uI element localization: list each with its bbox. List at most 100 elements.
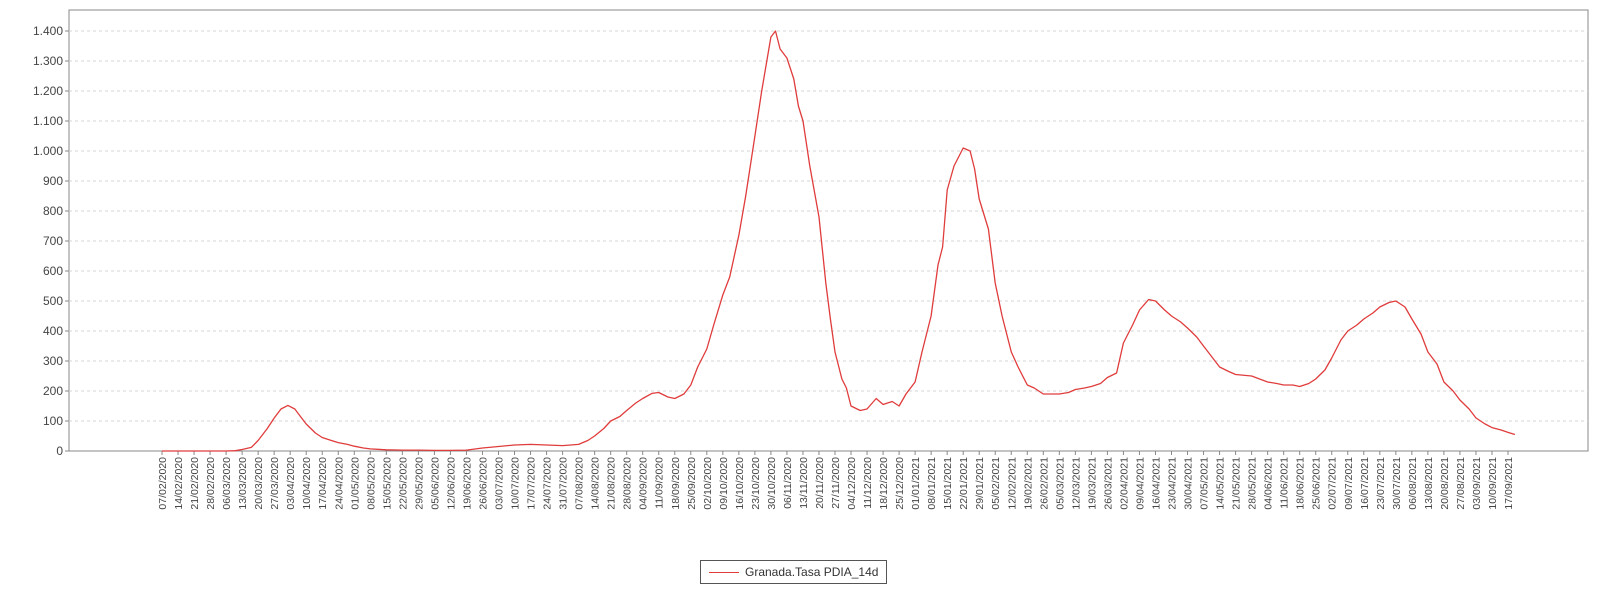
x-tick-label: 29/05/2020 [413,457,425,510]
x-tick-label: 26/02/2021 [1038,457,1050,510]
x-tick-label: 11/12/2020 [862,457,874,509]
x-tick-label: 21/08/2020 [606,457,618,510]
x-tick-label: 27/03/2020 [269,457,281,510]
x-tick-label: 03/04/2020 [285,457,297,510]
x-tick-label: 21/05/2021 [1231,457,1243,510]
grid-lines [69,30,1588,422]
x-tick-label: 20/11/2020 [814,457,826,509]
y-tick-label: 200 [43,384,63,398]
x-tick-label: 26/03/2021 [1102,457,1114,510]
x-tick-label: 18/09/2020 [670,457,682,510]
y-tick-label: 1.100 [33,114,63,128]
y-tick-label: 1.000 [33,144,63,158]
y-tick-label: 900 [43,174,63,188]
x-tick-label: 27/08/2021 [1455,457,1467,510]
x-tick-label: 28/08/2020 [622,457,634,510]
series-layer [162,30,1516,452]
y-tick-label: 700 [43,234,63,248]
x-tick-label: 17/09/2021 [1503,457,1515,510]
x-tick-label: 31/07/2020 [558,457,570,510]
x-tick-label: 30/04/2021 [1183,457,1195,510]
x-tick-label: 22/05/2020 [397,457,409,510]
x-tick-label: 18/06/2021 [1295,457,1307,510]
y-tick-label: 1.300 [33,54,63,68]
x-tick-label: 21/02/2020 [189,457,201,510]
x-tick-label: 04/09/2020 [638,457,650,510]
y-axis: 0 100 200 300 400 500 600 700 800 900 1.000 1.100 1.… [33,24,69,458]
x-tick-label: 06/11/2020 [782,457,794,509]
x-tick-label: 13/11/2020 [798,457,810,509]
x-tick-label: 16/07/2021 [1359,457,1371,510]
x-tick-label: 02/04/2021 [1118,457,1130,510]
x-tick-label: 07/02/2020 [157,457,169,510]
x-tick-label: 12/02/2021 [1006,457,1018,510]
x-tick-label: 19/02/2021 [1022,457,1034,510]
x-tick-label: 30/10/2020 [766,457,778,510]
x-tick-label: 28/05/2021 [1247,457,1259,510]
x-tick-label: 13/03/2020 [237,457,249,510]
x-tick-label: 09/04/2021 [1134,457,1146,510]
x-tick-label: 09/10/2020 [718,457,730,510]
x-tick-label: 19/03/2021 [1086,457,1098,510]
y-tick-label: 0 [56,444,63,458]
x-tick-label: 04/12/2020 [846,457,858,510]
x-tick-label: 07/08/2020 [574,457,586,510]
x-tick-label: 25/06/2021 [1311,457,1323,510]
x-tick-label: 13/08/2021 [1423,457,1435,510]
x-tick-label: 25/09/2020 [686,457,698,510]
y-tick-label: 600 [43,264,63,278]
x-tick-label: 16/10/2020 [734,457,746,510]
x-tick-label: 01/05/2020 [349,457,361,510]
x-tick-label: 10/09/2021 [1487,457,1499,510]
x-tick-label: 08/01/2021 [926,457,938,510]
x-tick-label: 15/05/2020 [381,457,393,510]
x-tick-label: 05/02/2021 [990,457,1002,510]
x-tick-label: 09/07/2021 [1343,457,1355,510]
y-tick-label: 1.200 [33,84,63,98]
x-axis: 07/02/2020 14/02/2020 21/02/2020 28/02/2020… [157,451,1515,510]
plot-area [68,9,1589,452]
x-tick-label: 04/06/2021 [1263,457,1275,510]
x-tick-label: 06/08/2021 [1407,457,1419,510]
x-tick-label: 17/07/2020 [526,457,538,510]
x-tick-label: 11/09/2020 [654,457,666,509]
y-tick-label: 300 [43,354,63,368]
x-tick-label: 26/06/2020 [477,457,489,510]
x-tick-label: 05/06/2020 [429,457,441,510]
y-tick-label: 500 [43,294,63,308]
x-tick-label: 14/08/2020 [590,457,602,510]
x-tick-label: 12/06/2020 [445,457,457,510]
x-tick-label: 19/06/2020 [461,457,473,510]
x-tick-label: 12/03/2021 [1070,457,1082,510]
x-tick-label: 30/07/2021 [1391,457,1403,510]
legend: Granada.Tasa PDIA_14d [700,560,888,584]
x-tick-label: 23/04/2021 [1167,457,1179,510]
x-tick-label: 22/01/2021 [958,457,970,510]
x-tick-label: 11/06/2021 [1279,457,1291,509]
x-tick-label: 07/05/2021 [1199,457,1211,510]
x-tick-label: 29/01/2021 [974,457,986,510]
x-tick-label: 27/11/2020 [830,457,842,509]
x-tick-label: 17/04/2020 [317,457,329,510]
x-tick-label: 23/07/2021 [1375,457,1387,510]
x-tick-label: 10/07/2020 [510,457,522,510]
legend-label: Granada.Tasa PDIA_14d [745,565,879,579]
x-tick-label: 20/08/2021 [1439,457,1451,510]
x-tick-label: 14/05/2021 [1215,457,1227,510]
x-tick-label: 25/12/2020 [894,457,906,510]
x-tick-label: 05/03/2021 [1054,457,1066,510]
x-tick-label: 28/02/2020 [205,457,217,510]
x-tick-label: 06/03/2020 [221,457,233,510]
x-tick-label: 10/04/2020 [301,457,313,510]
x-tick-label: 08/05/2020 [365,457,377,510]
series-line-0 [162,30,1516,452]
x-tick-label: 24/07/2020 [542,457,554,510]
x-tick-label: 02/07/2021 [1327,457,1339,510]
x-tick-label: 03/09/2021 [1471,457,1483,510]
x-tick-label: 02/10/2020 [702,457,714,510]
y-tick-label: 1.400 [33,24,63,38]
y-tick-label: 100 [43,414,63,428]
x-tick-label: 24/04/2020 [333,457,345,510]
x-tick-label: 23/10/2020 [750,457,762,510]
